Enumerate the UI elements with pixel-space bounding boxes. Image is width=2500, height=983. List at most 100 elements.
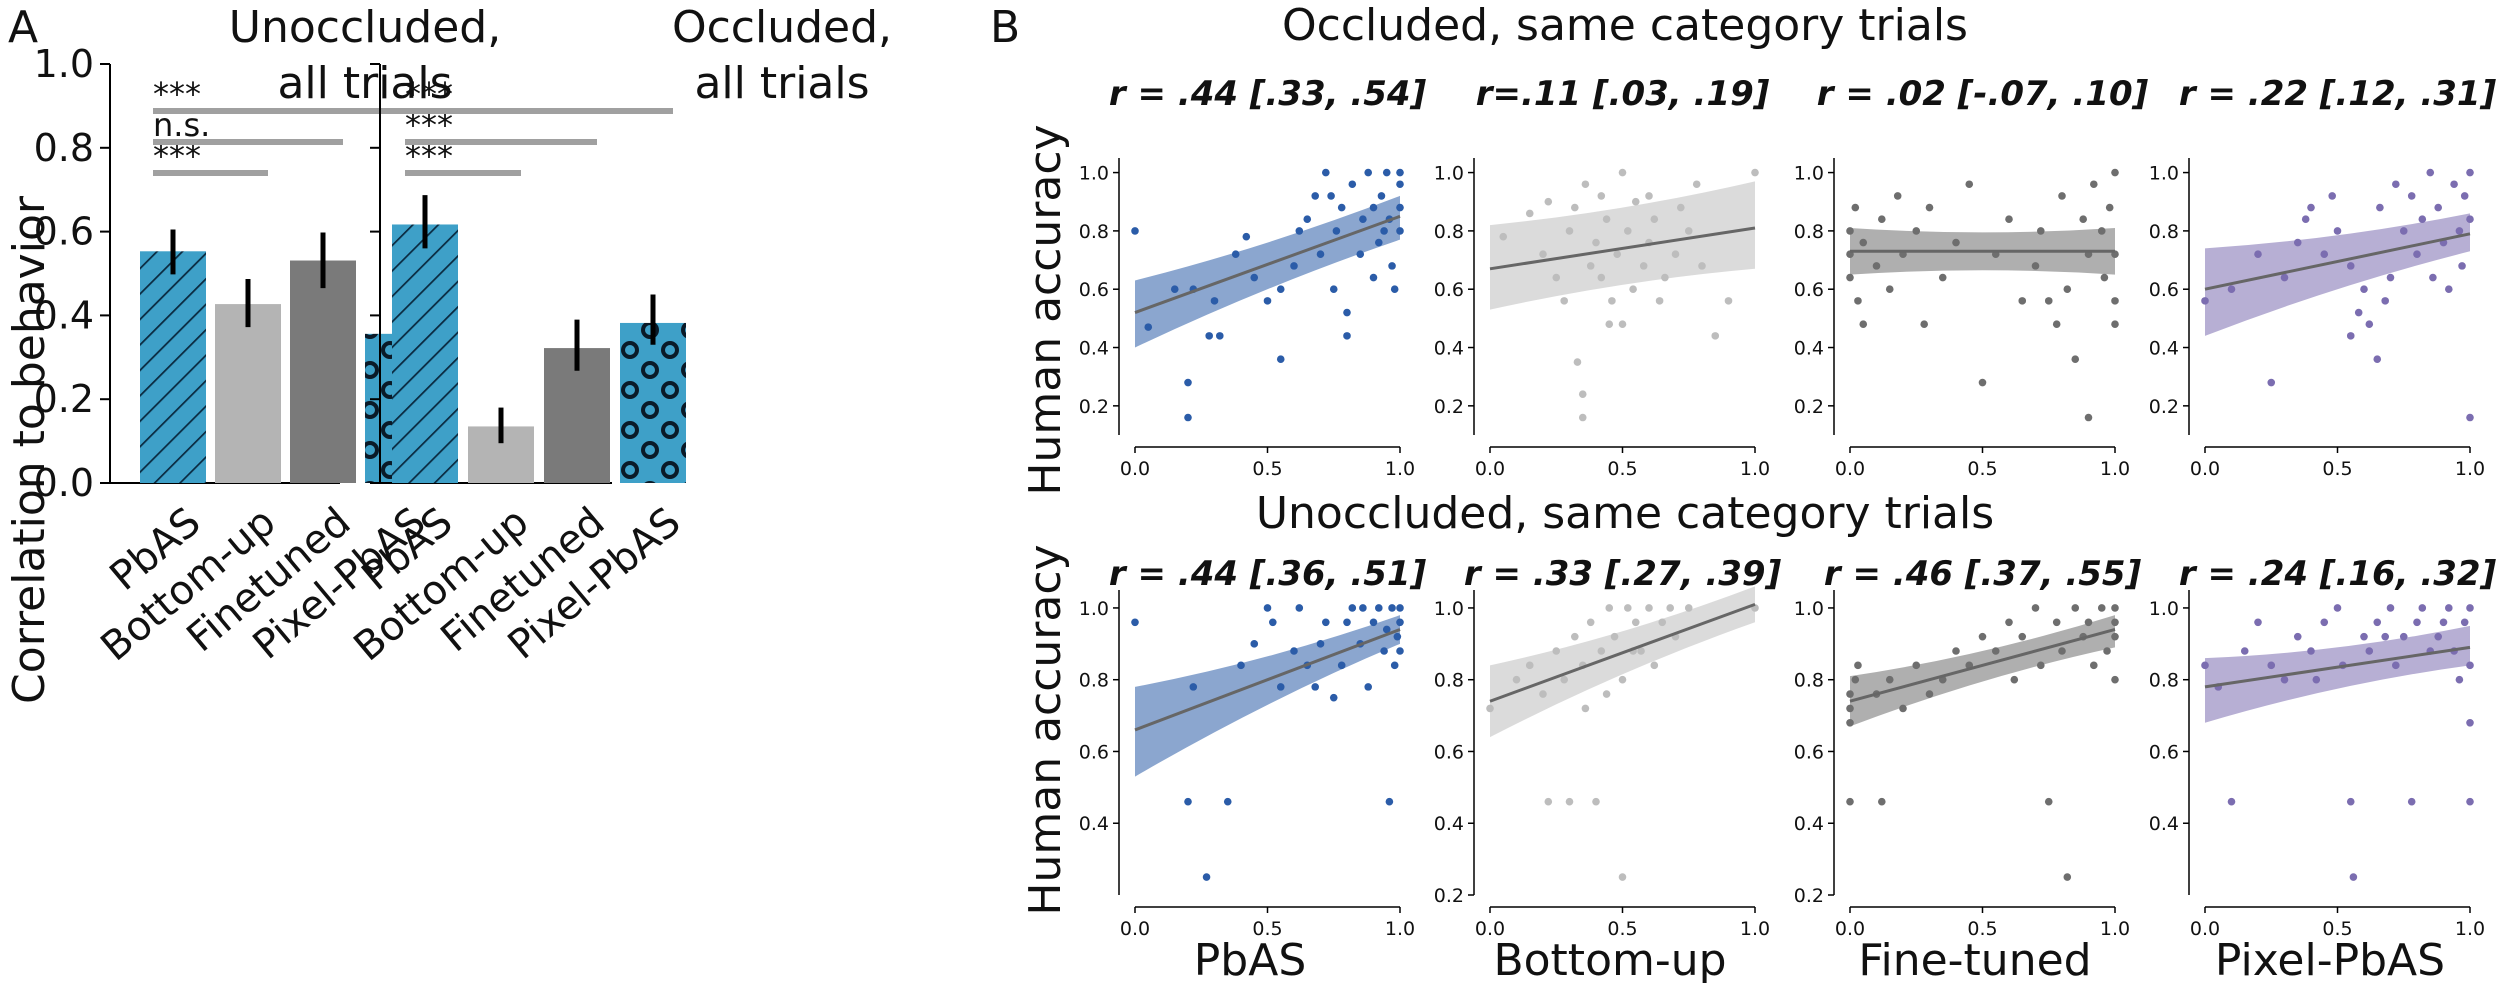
scatter-x-tick-label: 0.5 bbox=[1607, 458, 1637, 480]
scatter-point bbox=[2044, 797, 2053, 806]
scatter-point bbox=[1571, 203, 1579, 212]
scatter-point bbox=[1650, 661, 1659, 670]
scatter-point bbox=[1356, 250, 1365, 259]
scatter-x-tick-label: 0.0 bbox=[1120, 918, 1150, 940]
scatter-point bbox=[1912, 227, 1921, 235]
scatter-point bbox=[2429, 273, 2437, 282]
bottom-label-fine-tuned: Fine-tuned bbox=[1858, 935, 2091, 983]
scatter-point bbox=[2111, 632, 2119, 641]
scatter-point bbox=[1655, 297, 1664, 305]
scatter-row-title-occluded: Occluded, same category trials bbox=[1282, 0, 1968, 51]
bar-y-axis-label: Correlation to behavior bbox=[4, 195, 55, 704]
scatter-point bbox=[1639, 262, 1648, 270]
scatter-point bbox=[2037, 227, 2045, 235]
scatter-point bbox=[1602, 690, 1611, 698]
scatter-point bbox=[2328, 192, 2336, 200]
scatter-y-tick-label: 0.2 bbox=[1794, 396, 1824, 418]
scatter-point bbox=[1878, 215, 1886, 224]
scatter-y-tick-label: 0.4 bbox=[2149, 338, 2179, 360]
regression-line-pixel-pbas bbox=[2204, 232, 2471, 291]
scatter-point bbox=[1608, 297, 1616, 305]
scatter-point bbox=[1885, 285, 1894, 294]
scatter-y-tick-label: 0.8 bbox=[2149, 221, 2179, 243]
scatter-y-tick-label: 0.2 bbox=[1794, 885, 1824, 907]
scatter-point bbox=[1658, 618, 1667, 627]
scatter-point bbox=[2413, 250, 2421, 259]
scatter-point bbox=[1618, 168, 1627, 177]
scatter-y-tick-label: 0.2 bbox=[1434, 396, 1464, 418]
scatter-point bbox=[1581, 704, 1590, 713]
scatter-point bbox=[2407, 797, 2416, 806]
scatter-point bbox=[1375, 238, 1383, 247]
scatter-point bbox=[1316, 640, 1325, 648]
scatter-point bbox=[1390, 285, 1399, 294]
bar-y-tick-label: 1.0 bbox=[34, 42, 94, 86]
scatter-point bbox=[1684, 604, 1693, 612]
scatter-point bbox=[1592, 797, 1600, 806]
scatter-point bbox=[2373, 355, 2382, 363]
confidence-band-fine-tuned bbox=[1850, 615, 2115, 727]
scatter-point bbox=[1343, 332, 1351, 340]
scatter-point bbox=[2346, 797, 2355, 806]
scatter-point bbox=[2111, 618, 2119, 627]
scatter-x-tick-label: 0.5 bbox=[1252, 918, 1282, 940]
scatter-y-tick-label: 1.0 bbox=[1434, 598, 1464, 620]
scatter-point bbox=[1597, 647, 1606, 655]
scatter-point bbox=[1631, 197, 1640, 206]
scatter-x-tick-label: 0.5 bbox=[1967, 918, 1997, 940]
scatter-point bbox=[2063, 873, 2072, 881]
scatter-point bbox=[1618, 675, 1627, 684]
scatter-point bbox=[1846, 227, 1854, 235]
scatter-point bbox=[2333, 227, 2342, 235]
scatter-y-tick-label: 0.8 bbox=[1794, 670, 1824, 692]
scatter-y-tick-label: 1.0 bbox=[2149, 163, 2179, 185]
scatter-point bbox=[1216, 332, 1224, 340]
bar-finetuned bbox=[290, 260, 356, 483]
scatter-y-tick-label: 0.6 bbox=[2149, 741, 2179, 763]
bottom-label-pixel-pbas: Pixel-PbAS bbox=[2215, 935, 2445, 983]
scatter-point bbox=[2293, 238, 2302, 247]
scatter-point bbox=[2466, 413, 2474, 422]
scatter-panel-bottom-up: r=.11 [.03, .19] 0.2 0.4 0.6 0.8 1.0 0.0 0.5 1.0 bbox=[1434, 74, 1770, 480]
scatter-point bbox=[1385, 797, 1394, 806]
correlation-label-pixel-pbas: r = .24 [.16, .32] bbox=[2179, 554, 2497, 594]
bar-bottom-up bbox=[215, 304, 281, 483]
scatter-point bbox=[2097, 604, 2106, 612]
scatter-x-tick-label: 0.0 bbox=[1835, 458, 1865, 480]
scatter-point bbox=[2254, 618, 2262, 627]
scatter-point bbox=[2031, 262, 2040, 270]
scatter-point bbox=[2458, 262, 2466, 270]
scatter-point bbox=[2254, 250, 2262, 259]
bar-y-tick-label: 0.6 bbox=[34, 210, 94, 254]
scatter-point bbox=[2037, 661, 2045, 670]
scatter-x-tick-label: 1.0 bbox=[2455, 458, 2485, 480]
scatter-point bbox=[1332, 227, 1341, 235]
bar-y-tick-label: 0.0 bbox=[34, 461, 94, 505]
scatter-x-tick-label: 0.5 bbox=[2322, 918, 2352, 940]
bar-pixel-pbas bbox=[620, 322, 686, 483]
scatter-point bbox=[2052, 618, 2061, 627]
scatter-point bbox=[2386, 604, 2395, 612]
scatter-point bbox=[2084, 618, 2093, 627]
scatter-point bbox=[1978, 378, 1987, 387]
scatter-point bbox=[2360, 285, 2368, 294]
scatter-point bbox=[2320, 618, 2329, 627]
scatter-point bbox=[1393, 632, 1402, 641]
scatter-point bbox=[2445, 604, 2453, 612]
scatter-y-tick-label: 0.4 bbox=[1079, 813, 1109, 835]
scatter-point bbox=[2084, 413, 2093, 422]
scatter-x-tick-label: 0.5 bbox=[1967, 458, 1997, 480]
scatter-point bbox=[2307, 203, 2315, 212]
regression-line-pixel-pbas bbox=[2204, 645, 2471, 689]
scatter-point bbox=[2365, 647, 2374, 655]
correlation-label-bottom-up: r=.11 [.03, .19] bbox=[1476, 74, 1770, 114]
scatter-point bbox=[2097, 227, 2106, 235]
scatter-point bbox=[1878, 797, 1886, 806]
scatter-y-tick-label: 0.6 bbox=[1434, 741, 1464, 763]
scatter-point bbox=[1846, 797, 1854, 806]
scatter-point bbox=[1295, 227, 1304, 235]
scatter-y-tick-label: 0.4 bbox=[1794, 813, 1824, 835]
scatter-point bbox=[1295, 604, 1304, 612]
scatter-row-occluded: r = .44 [.33, .54] 0.2 0.4 0.6 0.8 1.0 0.0 0.5 1… bbox=[1079, 74, 2497, 480]
confidence-band-bottom-up bbox=[1490, 586, 1755, 738]
